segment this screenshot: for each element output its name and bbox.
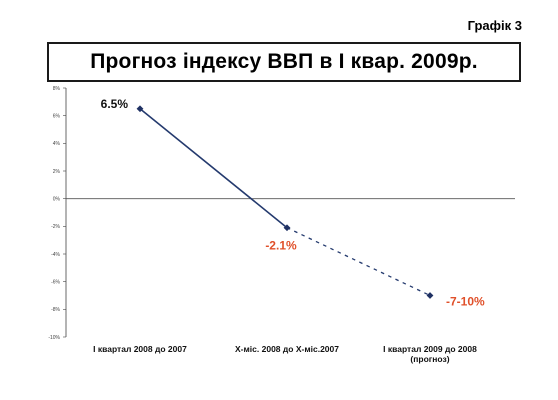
y-tick-label: 8% [53, 86, 61, 92]
y-tick-label: -2% [51, 224, 60, 230]
y-tick-label: -4% [51, 252, 60, 258]
data-point-marker [283, 224, 291, 232]
data-point-marker [426, 292, 434, 299]
y-tick-label: -8% [51, 307, 60, 313]
y-tick-label: -10% [48, 335, 60, 341]
y-tick-label: 2% [53, 169, 61, 175]
x-category-label: Х-міс. 2008 до Х-міс.2007 [235, 344, 339, 354]
graph-number: Графік 3 [467, 18, 522, 33]
y-tick-label: 4% [53, 141, 61, 147]
x-category-label: І квартал 2008 до 2007 [93, 344, 187, 354]
data-label: 6.5% [101, 97, 129, 111]
x-category-label: (прогноз) [410, 354, 449, 364]
chart-title: Прогноз індексу ВВП в І квар. 2009р. [47, 42, 521, 82]
data-point-marker [136, 105, 144, 113]
data-label: -2.1% [265, 239, 297, 253]
y-tick-label: 0% [53, 196, 61, 202]
series-line-segment [286, 227, 431, 297]
y-tick-label: 6% [53, 113, 61, 119]
data-label: -7-10% [446, 295, 485, 309]
series-line-segment [139, 108, 288, 229]
x-category-label: І квартал 2009 до 2008 [383, 344, 477, 354]
y-tick-label: -6% [51, 279, 60, 285]
